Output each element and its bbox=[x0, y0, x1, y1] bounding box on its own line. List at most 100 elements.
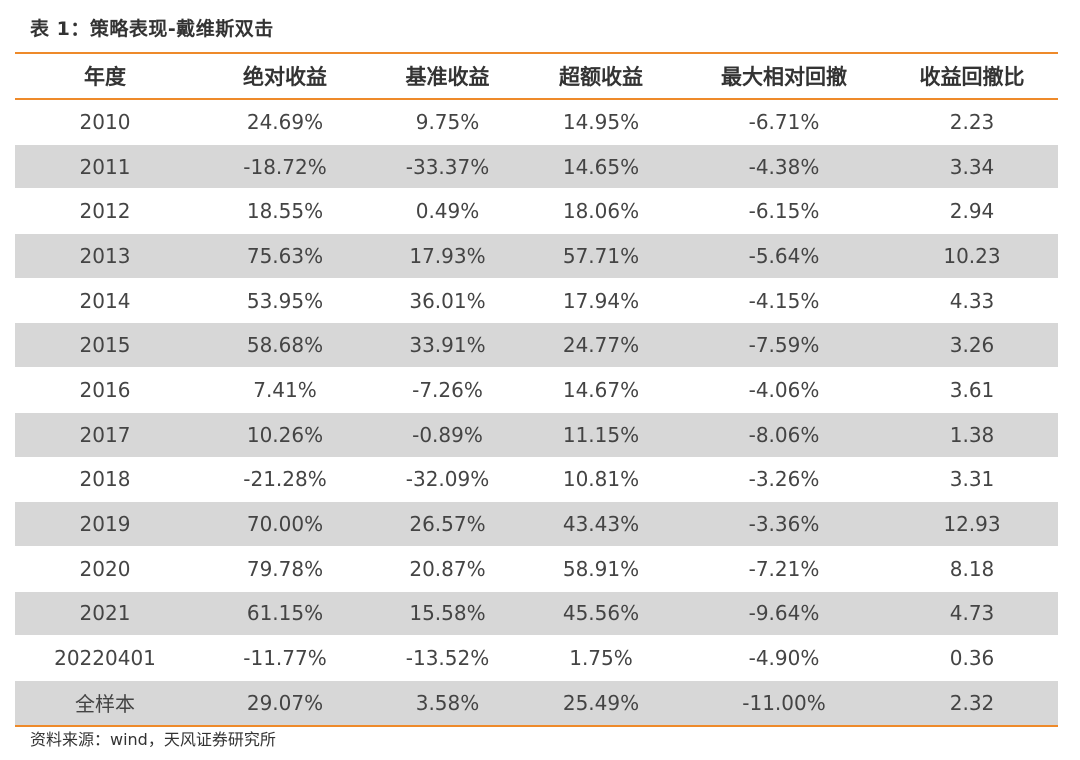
cell-benchmark-return: 26.57% bbox=[375, 501, 520, 547]
cell-absolute-return: 10.26% bbox=[195, 411, 375, 457]
cell-return-drawdown-ratio: 3.31 bbox=[886, 456, 1058, 502]
cell-absolute-return: 75.63% bbox=[195, 233, 375, 279]
header-max-relative-drawdown: 最大相对回撤 bbox=[721, 65, 847, 89]
cell-excess-return: 18.06% bbox=[520, 188, 682, 234]
cell-year: 2017 bbox=[15, 411, 195, 457]
cell-max-relative-drawdown: -6.71% bbox=[748, 109, 820, 134]
table-row: 2017 10.26% -0.89% 11.15% -8.06% 1.38 bbox=[15, 411, 1058, 457]
cell-benchmark-return: -33.37% bbox=[375, 143, 520, 189]
cell-return-drawdown-ratio: 2.23 bbox=[949, 109, 995, 134]
cell-excess-return: 24.77% bbox=[520, 322, 682, 368]
cell-return-drawdown-ratio: 12.93 bbox=[886, 501, 1058, 547]
table-row: 2016 7.41% -7.26% 14.67% -4.06% 3.61 bbox=[15, 367, 1058, 413]
cell-return-drawdown-ratio: 3.34 bbox=[886, 143, 1058, 189]
cell-return-drawdown-ratio: 4.73 bbox=[886, 590, 1058, 636]
cell-return-drawdown-ratio: 2.94 bbox=[886, 188, 1058, 234]
cell-return-drawdown-ratio: 3.26 bbox=[886, 322, 1058, 368]
table-row: 2011 -18.72% -33.37% 14.65% -4.38% 3.34 bbox=[15, 143, 1058, 189]
cell-year: 2019 bbox=[15, 501, 195, 547]
cell-max-relative-drawdown: -4.38% bbox=[682, 143, 886, 189]
cell-benchmark-return: -0.89% bbox=[375, 411, 520, 457]
table-row: 2020 79.78% 20.87% 58.91% -7.21% 8.18 bbox=[15, 545, 1058, 592]
performance-table: 年度 绝对收益 基准收益 超额收益 最大相对回撤 收益回撤比 2010 24.69… bbox=[15, 52, 1058, 727]
cell-excess-return: 45.56% bbox=[520, 590, 682, 636]
cell-benchmark-return: 33.91% bbox=[375, 322, 520, 368]
cell-max-relative-drawdown: -11.00% bbox=[682, 679, 886, 725]
cell-max-relative-drawdown: -5.64% bbox=[682, 233, 886, 279]
table-row: 2010 24.69% 9.75% 14.95% -6.71% 2.23 bbox=[15, 100, 1058, 144]
cell-benchmark-return: 15.58% bbox=[375, 590, 520, 636]
header-rule bbox=[15, 98, 1058, 100]
cell-excess-return: 58.91% bbox=[520, 545, 682, 592]
cell-max-relative-drawdown: -6.15% bbox=[682, 188, 886, 234]
header-excess-return: 超额收益 bbox=[559, 65, 643, 89]
cell-excess-return: 43.43% bbox=[520, 501, 682, 547]
cell-year: 全样本 bbox=[15, 679, 195, 725]
cell-return-drawdown-ratio: 10.23 bbox=[886, 233, 1058, 279]
cell-year: 20220401 bbox=[15, 635, 195, 681]
cell-year: 2010 bbox=[79, 109, 131, 134]
header-year: 年度 bbox=[84, 65, 126, 89]
table-row: 20220401 -11.77% -13.52% 1.75% -4.90% 0.36 bbox=[15, 635, 1058, 681]
header-absolute-return: 绝对收益 bbox=[243, 65, 327, 89]
table-row: 全样本 29.07% 3.58% 25.49% -11.00% 2.32 bbox=[15, 679, 1058, 725]
cell-benchmark-return: 3.58% bbox=[375, 679, 520, 725]
cell-absolute-return: -18.72% bbox=[195, 143, 375, 189]
cell-absolute-return: 61.15% bbox=[195, 590, 375, 636]
table-row: 2012 18.55% 0.49% 18.06% -6.15% 2.94 bbox=[15, 188, 1058, 234]
header-row: 年度 绝对收益 基准收益 超额收益 最大相对回撤 收益回撤比 bbox=[15, 54, 1058, 98]
cell-absolute-return: 29.07% bbox=[195, 679, 375, 725]
cell-return-drawdown-ratio: 3.61 bbox=[886, 367, 1058, 413]
cell-year: 2014 bbox=[15, 277, 195, 323]
cell-excess-return: 10.81% bbox=[520, 456, 682, 502]
cell-max-relative-drawdown: -4.06% bbox=[682, 367, 886, 413]
cell-benchmark-return: 36.01% bbox=[375, 277, 520, 323]
header-return-drawdown-ratio: 收益回撤比 bbox=[919, 65, 1025, 89]
cell-year: 2020 bbox=[15, 545, 195, 592]
bottom-rule bbox=[15, 724, 1058, 727]
cell-max-relative-drawdown: -3.26% bbox=[682, 456, 886, 502]
table-row: 2015 58.68% 33.91% 24.77% -7.59% 3.26 bbox=[15, 322, 1058, 368]
cell-year: 2021 bbox=[15, 590, 195, 636]
cell-year: 2013 bbox=[15, 233, 195, 279]
cell-excess-return: 25.49% bbox=[520, 679, 682, 725]
cell-max-relative-drawdown: -8.06% bbox=[682, 411, 886, 457]
cell-absolute-return: -11.77% bbox=[195, 635, 375, 681]
cell-max-relative-drawdown: -7.21% bbox=[682, 545, 886, 592]
cell-max-relative-drawdown: -9.64% bbox=[682, 590, 886, 636]
cell-absolute-return: 58.68% bbox=[195, 322, 375, 368]
cell-absolute-return: 7.41% bbox=[195, 367, 375, 413]
cell-max-relative-drawdown: -4.15% bbox=[682, 277, 886, 323]
cell-benchmark-return: -32.09% bbox=[375, 456, 520, 502]
cell-benchmark-return: 0.49% bbox=[375, 188, 520, 234]
cell-return-drawdown-ratio: 1.38 bbox=[886, 411, 1058, 457]
cell-excess-return: 57.71% bbox=[520, 233, 682, 279]
cell-absolute-return: 53.95% bbox=[195, 277, 375, 323]
table-row: 2018 -21.28% -32.09% 10.81% -3.26% 3.31 bbox=[15, 456, 1058, 502]
cell-max-relative-drawdown: -3.36% bbox=[682, 501, 886, 547]
cell-benchmark-return: 9.75% bbox=[415, 109, 480, 134]
cell-excess-return: 1.75% bbox=[520, 635, 682, 681]
table-caption: 表 1：策略表现-戴维斯双击 bbox=[30, 18, 274, 40]
cell-return-drawdown-ratio: 0.36 bbox=[886, 635, 1058, 681]
table-row: 2014 53.95% 36.01% 17.94% -4.15% 4.33 bbox=[15, 277, 1058, 323]
cell-year: 2018 bbox=[15, 456, 195, 502]
cell-year: 2016 bbox=[15, 367, 195, 413]
cell-return-drawdown-ratio: 2.32 bbox=[886, 679, 1058, 725]
source-note: 资料来源：wind，天风证券研究所 bbox=[30, 730, 276, 749]
table-row: 2021 61.15% 15.58% 45.56% -9.64% 4.73 bbox=[15, 590, 1058, 636]
cell-benchmark-return: 20.87% bbox=[375, 545, 520, 592]
cell-absolute-return: 79.78% bbox=[195, 545, 375, 592]
cell-year: 2015 bbox=[15, 322, 195, 368]
cell-excess-return: 14.67% bbox=[520, 367, 682, 413]
cell-benchmark-return: -13.52% bbox=[375, 635, 520, 681]
header-benchmark-return: 基准收益 bbox=[405, 65, 490, 89]
cell-max-relative-drawdown: -7.59% bbox=[682, 322, 886, 368]
cell-excess-return: 17.94% bbox=[520, 277, 682, 323]
cell-excess-return: 14.95% bbox=[562, 109, 640, 134]
cell-benchmark-return: -7.26% bbox=[375, 367, 520, 413]
cell-max-relative-drawdown: -4.90% bbox=[682, 635, 886, 681]
cell-absolute-return: 24.69% bbox=[246, 109, 324, 134]
table-row: 2019 70.00% 26.57% 43.43% -3.36% 12.93 bbox=[15, 501, 1058, 547]
cell-excess-return: 14.65% bbox=[520, 143, 682, 189]
